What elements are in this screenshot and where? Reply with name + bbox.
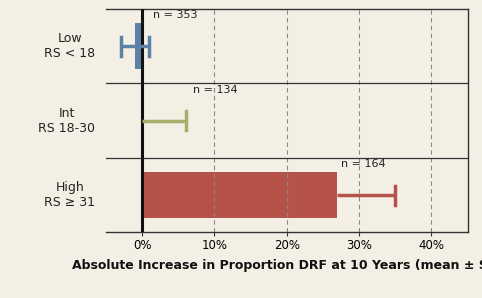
Text: n = 164: n = 164 <box>341 159 386 169</box>
Text: High
RS ≥ 31: High RS ≥ 31 <box>44 181 95 209</box>
Bar <box>142 172 337 218</box>
Text: n = 134: n = 134 <box>193 85 238 95</box>
Text: Low
RS < 18: Low RS < 18 <box>44 32 95 60</box>
Bar <box>135 23 142 69</box>
Text: n = 353: n = 353 <box>153 10 198 20</box>
Text: Int
RS 18-30: Int RS 18-30 <box>38 107 95 135</box>
X-axis label: Absolute Increase in Proportion DRF at 10 Years (mean ± SE): Absolute Increase in Proportion DRF at 1… <box>72 259 482 272</box>
